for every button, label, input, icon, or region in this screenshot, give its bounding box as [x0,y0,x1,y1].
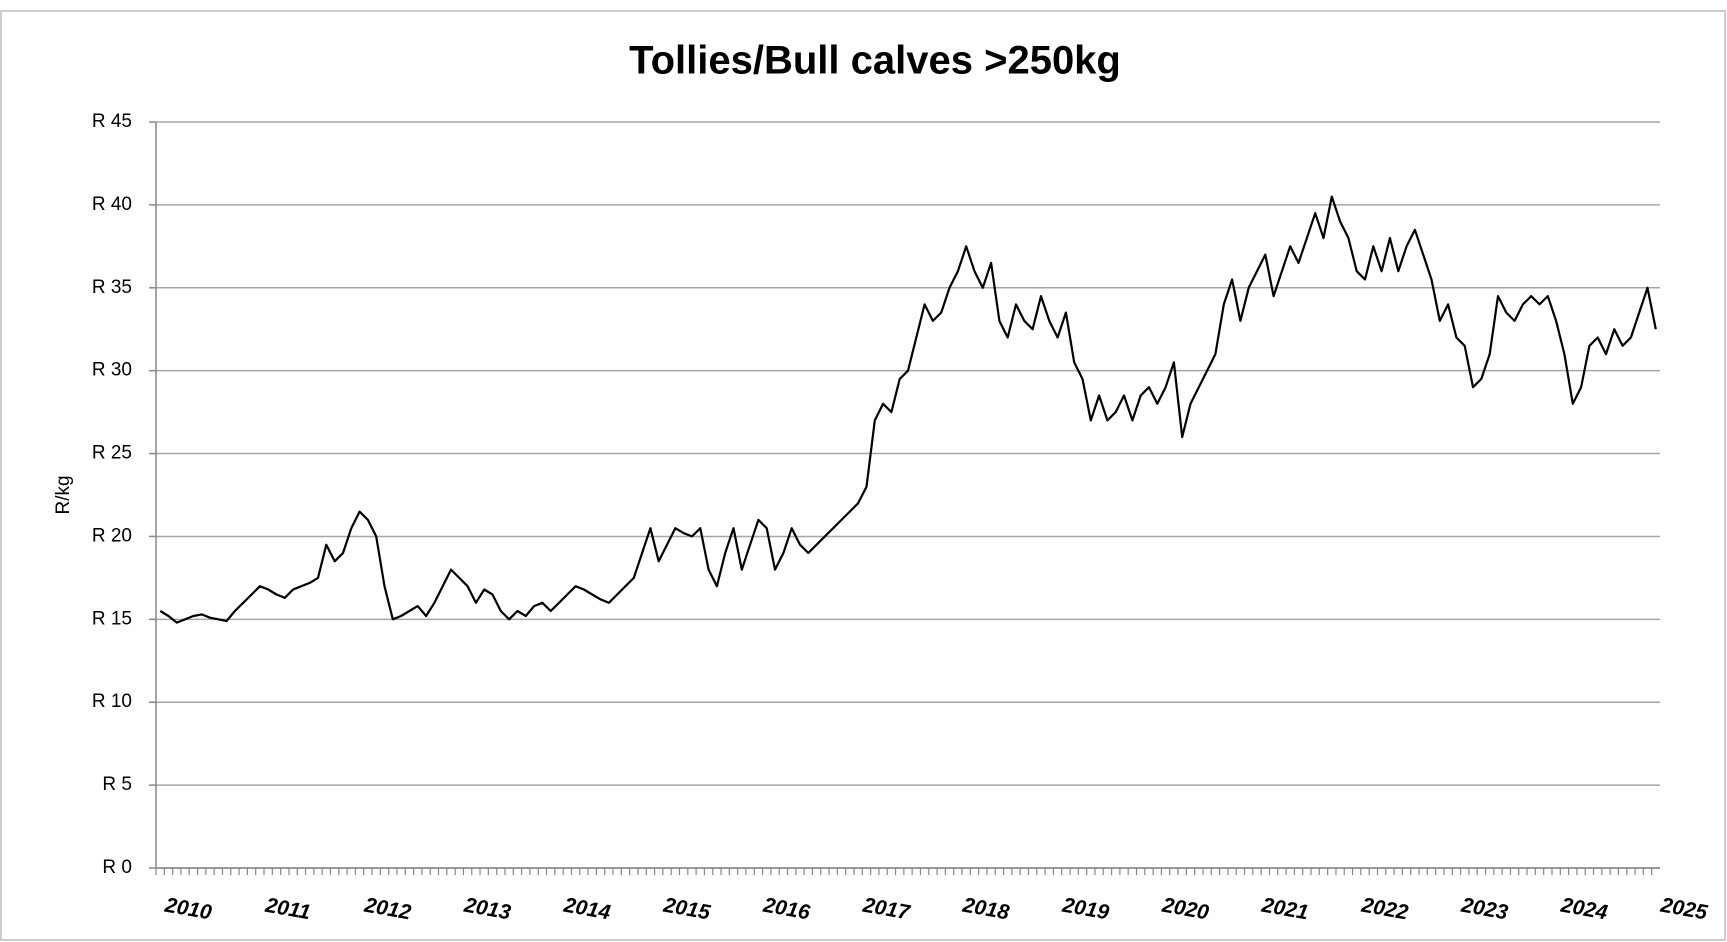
chart-title: Tollies/Bull calves >250kg [629,39,1121,83]
data-line [159,195,1657,624]
y-tick-label: R 25 [92,443,132,464]
y-tick-label: R 45 [92,111,132,132]
y-tick-label: R 5 [102,774,132,795]
y-tick-label: R 40 [92,194,132,215]
y-axis-label: R/kg [53,475,74,514]
chart-frame [0,10,1726,941]
y-tick-label: R 20 [92,525,132,546]
y-tick-label: R 10 [92,691,132,712]
y-tick-label: R 35 [92,277,132,298]
y-tick-label: R 0 [102,857,132,878]
y-tick-label: R 15 [92,608,132,629]
y-tick-label: R 30 [92,360,132,381]
